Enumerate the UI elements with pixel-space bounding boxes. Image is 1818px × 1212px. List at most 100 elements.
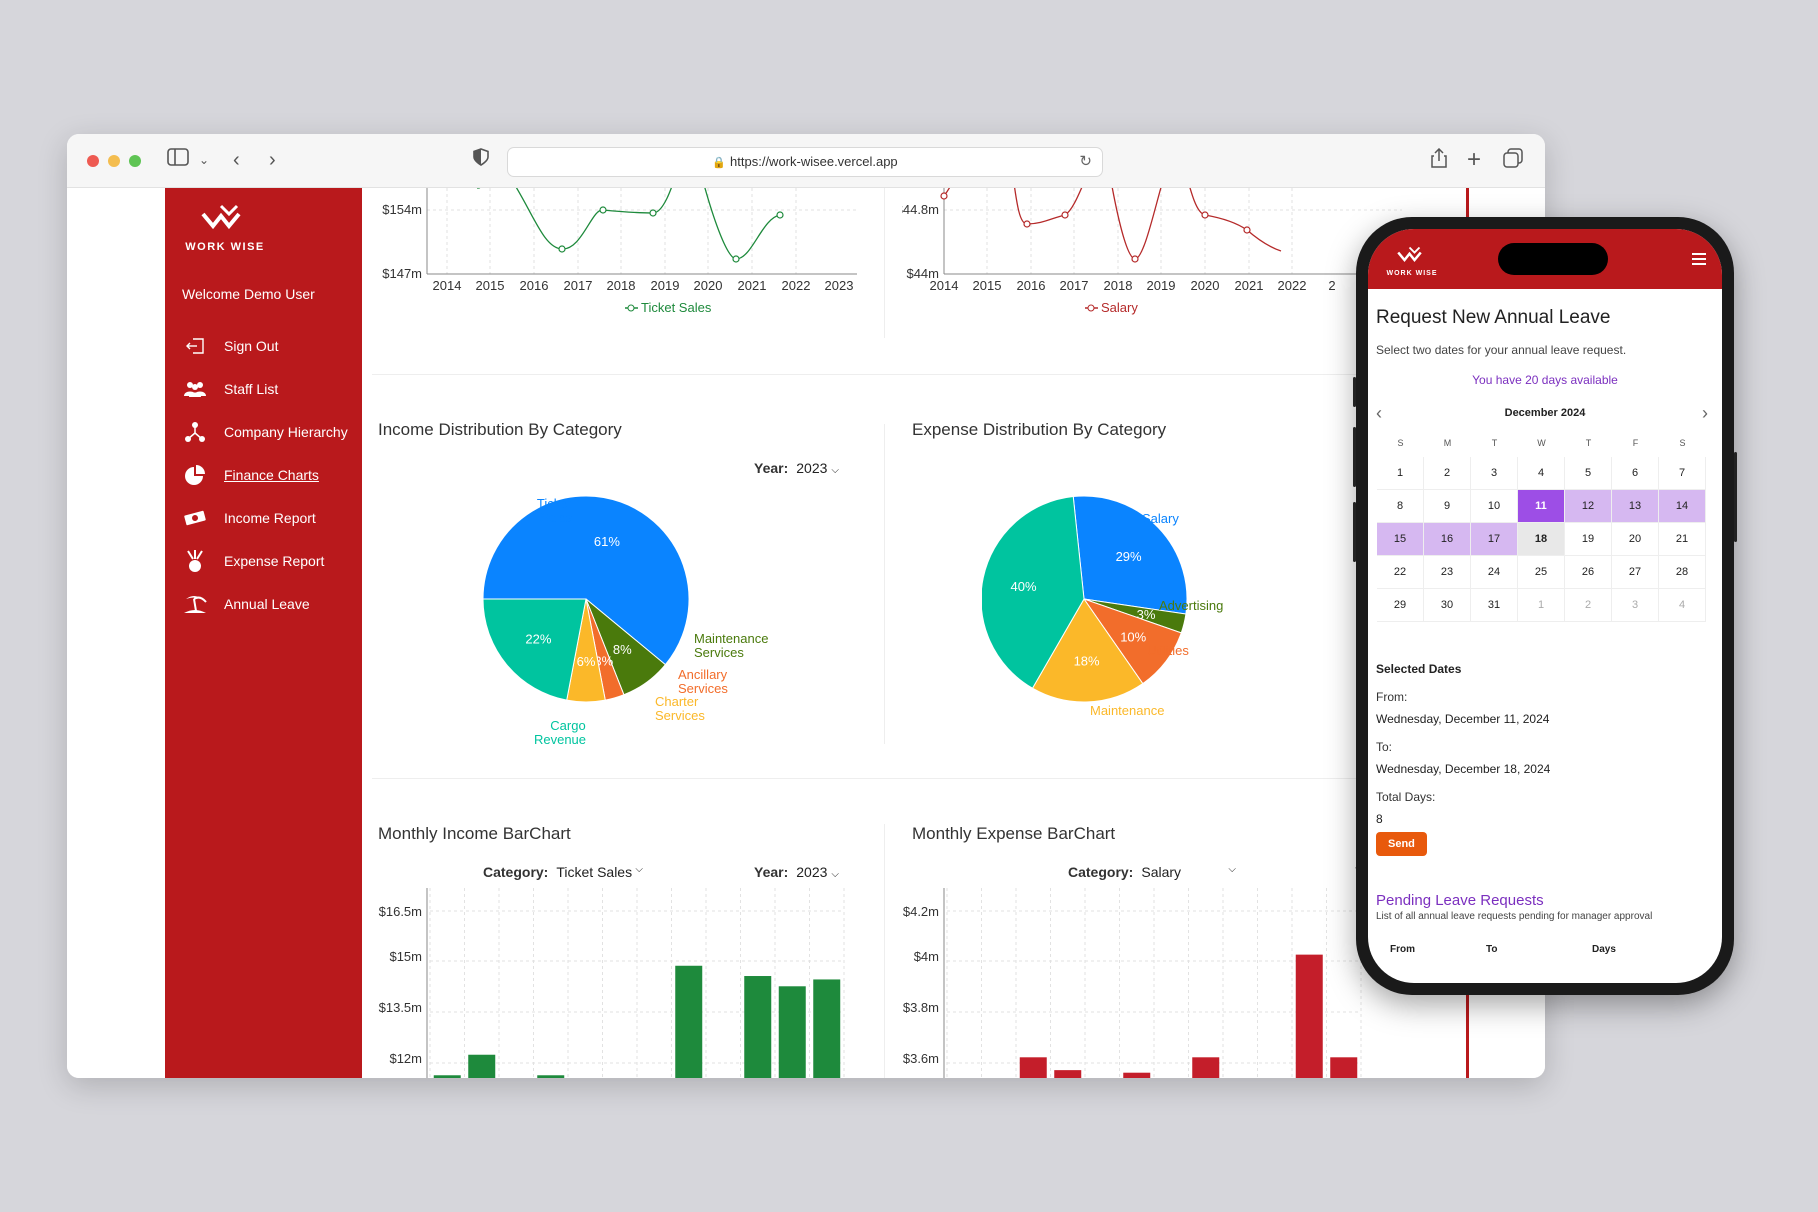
bar[interactable]: [1019, 1057, 1047, 1078]
sidebar-item-company-hierarchy[interactable]: Company Hierarchy: [182, 410, 348, 453]
brand-logo[interactable]: WORK WISE: [165, 202, 285, 253]
calendar-day[interactable]: 25: [1518, 556, 1565, 589]
maximize-window-button[interactable]: [129, 155, 141, 167]
close-window-button[interactable]: [87, 155, 99, 167]
pie-slice[interactable]: [482, 598, 587, 701]
bar[interactable]: [1295, 954, 1323, 1078]
calendar-day[interactable]: 17: [1471, 523, 1518, 556]
bar[interactable]: [1123, 1072, 1151, 1078]
income-pie-year-select[interactable]: Year: 2023 ⌵: [754, 460, 839, 476]
bar[interactable]: [433, 1075, 461, 1078]
shield-icon[interactable]: [473, 148, 489, 172]
sidebar-item-income-report[interactable]: Income Report: [182, 496, 348, 539]
sidebar-item-expense-report[interactable]: Expense Report: [182, 539, 348, 582]
income-bar-year-select[interactable]: Year: 2023 ⌵: [754, 864, 839, 880]
calendar-day[interactable]: 13: [1612, 490, 1659, 523]
forward-arrow-icon[interactable]: ›: [269, 149, 276, 171]
sidebar-toggle-icon[interactable]: [167, 148, 189, 172]
calendar-day[interactable]: 26: [1565, 556, 1612, 589]
address-bar[interactable]: 🔒 https://work-wisee.vercel.app ↻: [507, 147, 1103, 177]
calendar-day[interactable]: 9: [1424, 490, 1471, 523]
chevron-down-icon[interactable]: ⌄: [199, 153, 210, 167]
expense-bar-chart: $4.2m $4m $3.8m $3.6m: [903, 888, 1362, 1078]
calendar-day[interactable]: 8: [1377, 490, 1424, 523]
legend[interactable]: Ticket Sales: [625, 300, 712, 315]
calendar-day[interactable]: 2: [1424, 457, 1471, 490]
pie-slice[interactable]: [1031, 598, 1144, 703]
calendar-day[interactable]: 27: [1612, 556, 1659, 589]
bar[interactable]: [813, 979, 841, 1078]
calendar-day[interactable]: 11: [1518, 490, 1565, 523]
calendar-day[interactable]: 22: [1377, 556, 1424, 589]
calendar-day[interactable]: 14: [1659, 490, 1706, 523]
calendar-day[interactable]: 3: [1612, 589, 1659, 622]
calendar-day[interactable]: 12: [1565, 490, 1612, 523]
legend[interactable]: Salary: [1085, 300, 1138, 315]
brand-logo[interactable]: WORK WISE: [1382, 245, 1442, 277]
prev-month-icon[interactable]: ‹: [1376, 403, 1382, 423]
income-category-select[interactable]: Category: Ticket Sales ⌵: [483, 864, 643, 880]
data-point: [649, 209, 657, 217]
minimize-window-button[interactable]: [108, 155, 120, 167]
calendar-day[interactable]: 18: [1518, 523, 1565, 556]
calendar-day[interactable]: 6: [1612, 457, 1659, 490]
calendar-day[interactable]: 7: [1659, 457, 1706, 490]
calendar-day[interactable]: 16: [1424, 523, 1471, 556]
calendar-day[interactable]: 4: [1518, 457, 1565, 490]
calendar-day[interactable]: 1: [1518, 589, 1565, 622]
tabs-overview-icon[interactable]: [1503, 148, 1523, 174]
new-tab-icon[interactable]: +: [1467, 146, 1482, 173]
sidebar-item-finance-charts[interactable]: Finance Charts: [182, 453, 348, 496]
calendar-day[interactable]: 20: [1612, 523, 1659, 556]
calendar-day[interactable]: 29: [1377, 589, 1424, 622]
pie-slice[interactable]: [482, 495, 690, 666]
column-header: From: [1390, 944, 1415, 955]
column-divider: [884, 424, 885, 744]
calendar-day[interactable]: 28: [1659, 556, 1706, 589]
bar[interactable]: [778, 986, 806, 1078]
calendar-day[interactable]: 31: [1471, 589, 1518, 622]
bar[interactable]: [1192, 1057, 1220, 1078]
bar[interactable]: [468, 1054, 496, 1078]
calendar-day[interactable]: 10: [1471, 490, 1518, 523]
hamburger-menu-icon[interactable]: [1692, 253, 1706, 268]
bar[interactable]: [1054, 1070, 1082, 1078]
x-tick-label: 2016: [520, 278, 549, 293]
column-header: Days: [1592, 944, 1616, 955]
x-tick-label: 2021: [738, 278, 767, 293]
calendar-day[interactable]: 30: [1424, 589, 1471, 622]
calendar-day[interactable]: 2: [1565, 589, 1612, 622]
sidebar-item-sign-out[interactable]: Sign Out: [182, 324, 348, 367]
calendar-day[interactable]: 15: [1377, 523, 1424, 556]
calendar-month: December 2024: [1504, 407, 1586, 419]
row-divider: [372, 374, 1462, 375]
pie-slice[interactable]: [1072, 495, 1188, 615]
back-arrow-icon[interactable]: ‹: [233, 149, 240, 171]
calendar-day[interactable]: 4: [1659, 589, 1706, 622]
reload-icon[interactable]: ↻: [1079, 153, 1092, 170]
pie-slice[interactable]: [982, 496, 1085, 689]
calendar-day[interactable]: 24: [1471, 556, 1518, 589]
slice-label: Maintenance: [694, 631, 768, 646]
calendar-day[interactable]: 21: [1659, 523, 1706, 556]
bar[interactable]: [744, 976, 772, 1078]
calendar-day[interactable]: 5: [1565, 457, 1612, 490]
bar[interactable]: [675, 965, 703, 1078]
dynamic-island: [1498, 243, 1608, 275]
bar[interactable]: [537, 1075, 565, 1078]
expense-category-select[interactable]: Category: Salary ⌵: [1068, 864, 1236, 880]
calendar-day[interactable]: 1: [1377, 457, 1424, 490]
share-icon[interactable]: [1431, 147, 1447, 174]
sidebar-item-staff-list[interactable]: Staff List: [182, 367, 348, 410]
calendar-grid: S M T W T F S 1 2 3 4 5 6 7 8 9 10 11 12 13 14 15 16 17 18 19 20 21…: [1377, 429, 1714, 622]
calendar-day[interactable]: 19: [1565, 523, 1612, 556]
column-divider: [884, 824, 885, 1078]
calendar-day[interactable]: 23: [1424, 556, 1471, 589]
next-month-icon[interactable]: ›: [1702, 403, 1708, 423]
bar[interactable]: [1330, 1057, 1358, 1078]
calendar-day[interactable]: 3: [1471, 457, 1518, 490]
chevron-down-icon: ⌵: [1228, 864, 1236, 875]
page-viewport: WORK WISE Welcome Demo User Sign Out Sta…: [67, 188, 1545, 1078]
sidebar-item-annual-leave[interactable]: Annual Leave: [182, 582, 348, 625]
send-button[interactable]: Send: [1376, 832, 1427, 856]
